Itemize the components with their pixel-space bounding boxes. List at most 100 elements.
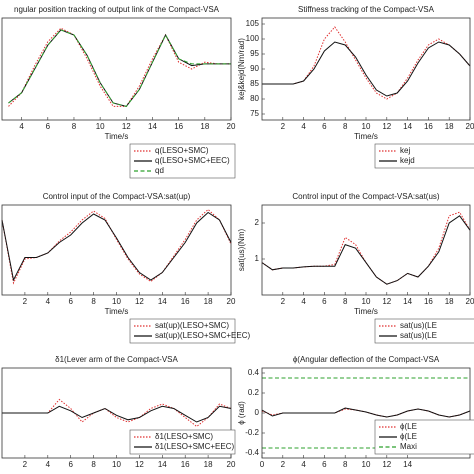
legend-label: sat(up)(LESO+SMC+EEC) [155, 331, 250, 340]
x-tick-label: 14 [148, 122, 157, 131]
legend-label: kejd [400, 156, 415, 165]
y-tick-label: 1 [255, 254, 260, 263]
x-tick-label: 4 [301, 122, 306, 131]
x-tick-label: 2 [281, 122, 286, 131]
series-line [1, 211, 232, 282]
y-tick-label: 0.4 [248, 368, 260, 377]
x-tick-label: 18 [445, 122, 454, 131]
x-tick-label: 20 [227, 297, 236, 306]
x-tick-label: 6 [322, 297, 327, 306]
legend-box [374, 318, 474, 344]
x-tick-label: 8 [91, 297, 96, 306]
legend-label: ϕ(LE [400, 422, 417, 431]
x-tick-label: 8 [343, 122, 348, 131]
x-tick-label: 10 [112, 460, 121, 469]
x-tick-label: 20 [466, 297, 474, 306]
legend-label: Maxi [400, 442, 417, 451]
x-tick-label: 10 [362, 122, 371, 131]
plot-area [2, 205, 231, 295]
x-tick-label: 10 [362, 297, 371, 306]
y-axis-label: sat(us)(Nm) [237, 229, 246, 272]
x-tick-label: 4 [46, 297, 51, 306]
legend-label: ϕ(LE [400, 432, 417, 441]
x-axis-label: Time/s [354, 307, 378, 316]
y-tick-label: 85 [250, 79, 259, 88]
x-tick-label: 16 [424, 122, 433, 131]
x-tick-label: 12 [382, 460, 391, 469]
series-line [8, 29, 231, 107]
x-tick-label: 14 [403, 460, 412, 469]
series-line [8, 27, 231, 107]
x-tick-label: 12 [382, 297, 391, 306]
x-tick-label: 18 [445, 297, 454, 306]
x-tick-label: 2 [23, 460, 28, 469]
axes-frame [1, 204, 232, 296]
x-tick-label: 12 [382, 122, 391, 131]
x-tick-label: 4 [301, 297, 306, 306]
plot-area [262, 18, 470, 120]
x-axis-label: Time/s [105, 132, 129, 141]
x-tick-label: 16 [174, 122, 183, 131]
x-tick-label: 2 [281, 297, 286, 306]
y-tick-label: 75 [250, 109, 259, 118]
x-tick-label: 8 [72, 122, 77, 131]
x-tick-label: 8 [343, 460, 348, 469]
axes-frame [261, 367, 471, 459]
chart-title: ngular position tracking of output link … [14, 5, 220, 14]
y-tick-label: 105 [246, 19, 260, 28]
x-tick-label: 4 [46, 460, 51, 469]
chart-title: Control input of the Compact-VSA:sat(us) [292, 192, 440, 201]
x-tick-label: 16 [424, 297, 433, 306]
chart-title: ϕ(Angular deflection of the Compact-VSA [293, 355, 440, 364]
x-tick-label: 8 [343, 297, 348, 306]
chart-title: Control input of the Compact-VSA:sat(up) [43, 192, 191, 201]
legend-label: δ1(LESO+SMC+EEC) [155, 442, 234, 451]
axes-frame [1, 367, 232, 459]
chart-title: Stiffness tracking of the Compact-VSA [298, 5, 435, 14]
x-tick-label: 18 [200, 122, 209, 131]
legend-box [129, 318, 236, 344]
y-tick-label: 95 [250, 49, 259, 58]
x-tick-label: 8 [91, 460, 96, 469]
x-tick-label: 4 [19, 122, 24, 131]
legend-label: sat(us)(LE [400, 321, 437, 330]
y-tick-label: 0.2 [248, 388, 260, 397]
y-tick-label: -0.2 [245, 428, 259, 437]
y-tick-label: -0.4 [245, 448, 259, 457]
x-tick-label: 6 [322, 460, 327, 469]
x-tick-label: 18 [204, 460, 213, 469]
x-tick-label: 16 [181, 297, 190, 306]
y-tick-label: 100 [246, 34, 260, 43]
x-tick-label: 20 [227, 122, 236, 131]
x-tick-label: 0 [260, 460, 265, 469]
series-line [262, 41, 471, 97]
legend-label: q(LESO+SMC) [155, 146, 209, 155]
x-tick-label: 14 [158, 297, 167, 306]
legend-box [374, 143, 474, 169]
axes-frame [1, 17, 232, 121]
x-tick-label: 10 [96, 122, 105, 131]
legend-label: qd [155, 166, 164, 175]
x-tick-label: 14 [403, 297, 412, 306]
axes-frame [261, 204, 471, 296]
x-tick-label: 12 [135, 297, 144, 306]
x-tick-label: 16 [181, 460, 190, 469]
x-tick-label: 6 [46, 122, 51, 131]
y-tick-label: 0 [255, 408, 260, 417]
series-line [261, 215, 471, 285]
y-tick-label: 80 [250, 94, 259, 103]
x-tick-label: 18 [204, 297, 213, 306]
legend-box [129, 429, 236, 455]
y-axis-label: ϕ (rad) [237, 401, 246, 425]
x-tick-label: 20 [227, 460, 236, 469]
legend-label: δ1(LESO+SMC) [155, 432, 213, 441]
y-tick-label: 90 [250, 64, 259, 73]
series-line [261, 407, 471, 418]
x-tick-label: 2 [281, 460, 286, 469]
y-tick-label: 2 [255, 218, 260, 227]
legend-label: sat(up)(LESO+SMC) [155, 321, 229, 330]
y-axis-label: kej&kejd(Nm/rad) [237, 38, 246, 100]
chart-title: δ1(Lever arm of the Compact-VSA [55, 355, 178, 364]
legend-label: q(LESO+SMC+EEC) [155, 156, 230, 165]
